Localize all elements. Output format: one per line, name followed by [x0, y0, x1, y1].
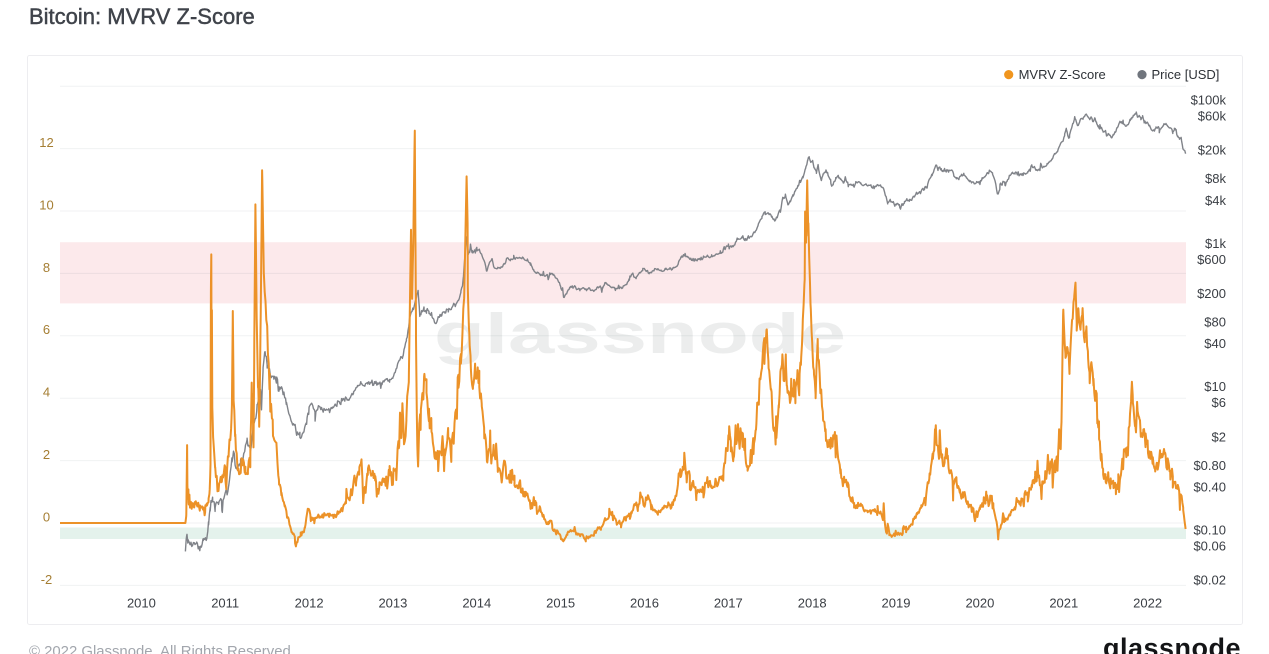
- svg-text:2021: 2021: [1049, 596, 1078, 611]
- svg-text:2013: 2013: [378, 596, 407, 611]
- svg-text:$20k: $20k: [1198, 143, 1227, 158]
- svg-text:12: 12: [39, 135, 53, 150]
- svg-text:2017: 2017: [714, 596, 743, 611]
- svg-text:2010: 2010: [127, 596, 156, 611]
- svg-text:0: 0: [43, 509, 50, 524]
- svg-text:$40: $40: [1204, 336, 1226, 351]
- svg-text:$200: $200: [1197, 286, 1226, 301]
- svg-text:$0.80: $0.80: [1193, 458, 1226, 473]
- svg-text:2: 2: [43, 447, 50, 462]
- svg-text:2022: 2022: [1133, 596, 1162, 611]
- svg-text:$60k: $60k: [1198, 109, 1227, 124]
- svg-text:-2: -2: [41, 572, 53, 587]
- svg-text:10: 10: [39, 197, 53, 212]
- svg-text:2015: 2015: [546, 596, 575, 611]
- svg-text:$0.10: $0.10: [1193, 523, 1226, 538]
- svg-text:glassnode: glassnode: [434, 302, 846, 366]
- svg-text:2019: 2019: [882, 596, 911, 611]
- svg-text:Price [USD]: Price [USD]: [1152, 67, 1220, 82]
- svg-text:8: 8: [43, 260, 50, 275]
- svg-text:$80: $80: [1204, 315, 1226, 330]
- svg-text:$10: $10: [1204, 379, 1226, 394]
- svg-text:2018: 2018: [798, 596, 827, 611]
- svg-text:MVRV Z-Score: MVRV Z-Score: [1019, 67, 1106, 82]
- svg-text:$0.06: $0.06: [1193, 538, 1226, 553]
- svg-text:$100k: $100k: [1191, 93, 1227, 108]
- svg-text:2016: 2016: [630, 596, 659, 611]
- svg-text:4: 4: [43, 385, 50, 400]
- svg-text:2020: 2020: [965, 596, 994, 611]
- svg-text:$4k: $4k: [1205, 193, 1226, 208]
- svg-text:$1k: $1k: [1205, 236, 1226, 251]
- svg-text:6: 6: [43, 322, 50, 337]
- svg-text:$6: $6: [1212, 395, 1226, 410]
- svg-text:$2: $2: [1212, 429, 1226, 444]
- svg-text:$0.02: $0.02: [1193, 573, 1226, 588]
- svg-text:2012: 2012: [295, 596, 324, 611]
- svg-text:$600: $600: [1197, 252, 1226, 267]
- svg-text:$0.40: $0.40: [1193, 479, 1226, 494]
- svg-text:2014: 2014: [462, 596, 491, 611]
- svg-text:2011: 2011: [211, 596, 239, 611]
- svg-text:$8k: $8k: [1205, 171, 1226, 186]
